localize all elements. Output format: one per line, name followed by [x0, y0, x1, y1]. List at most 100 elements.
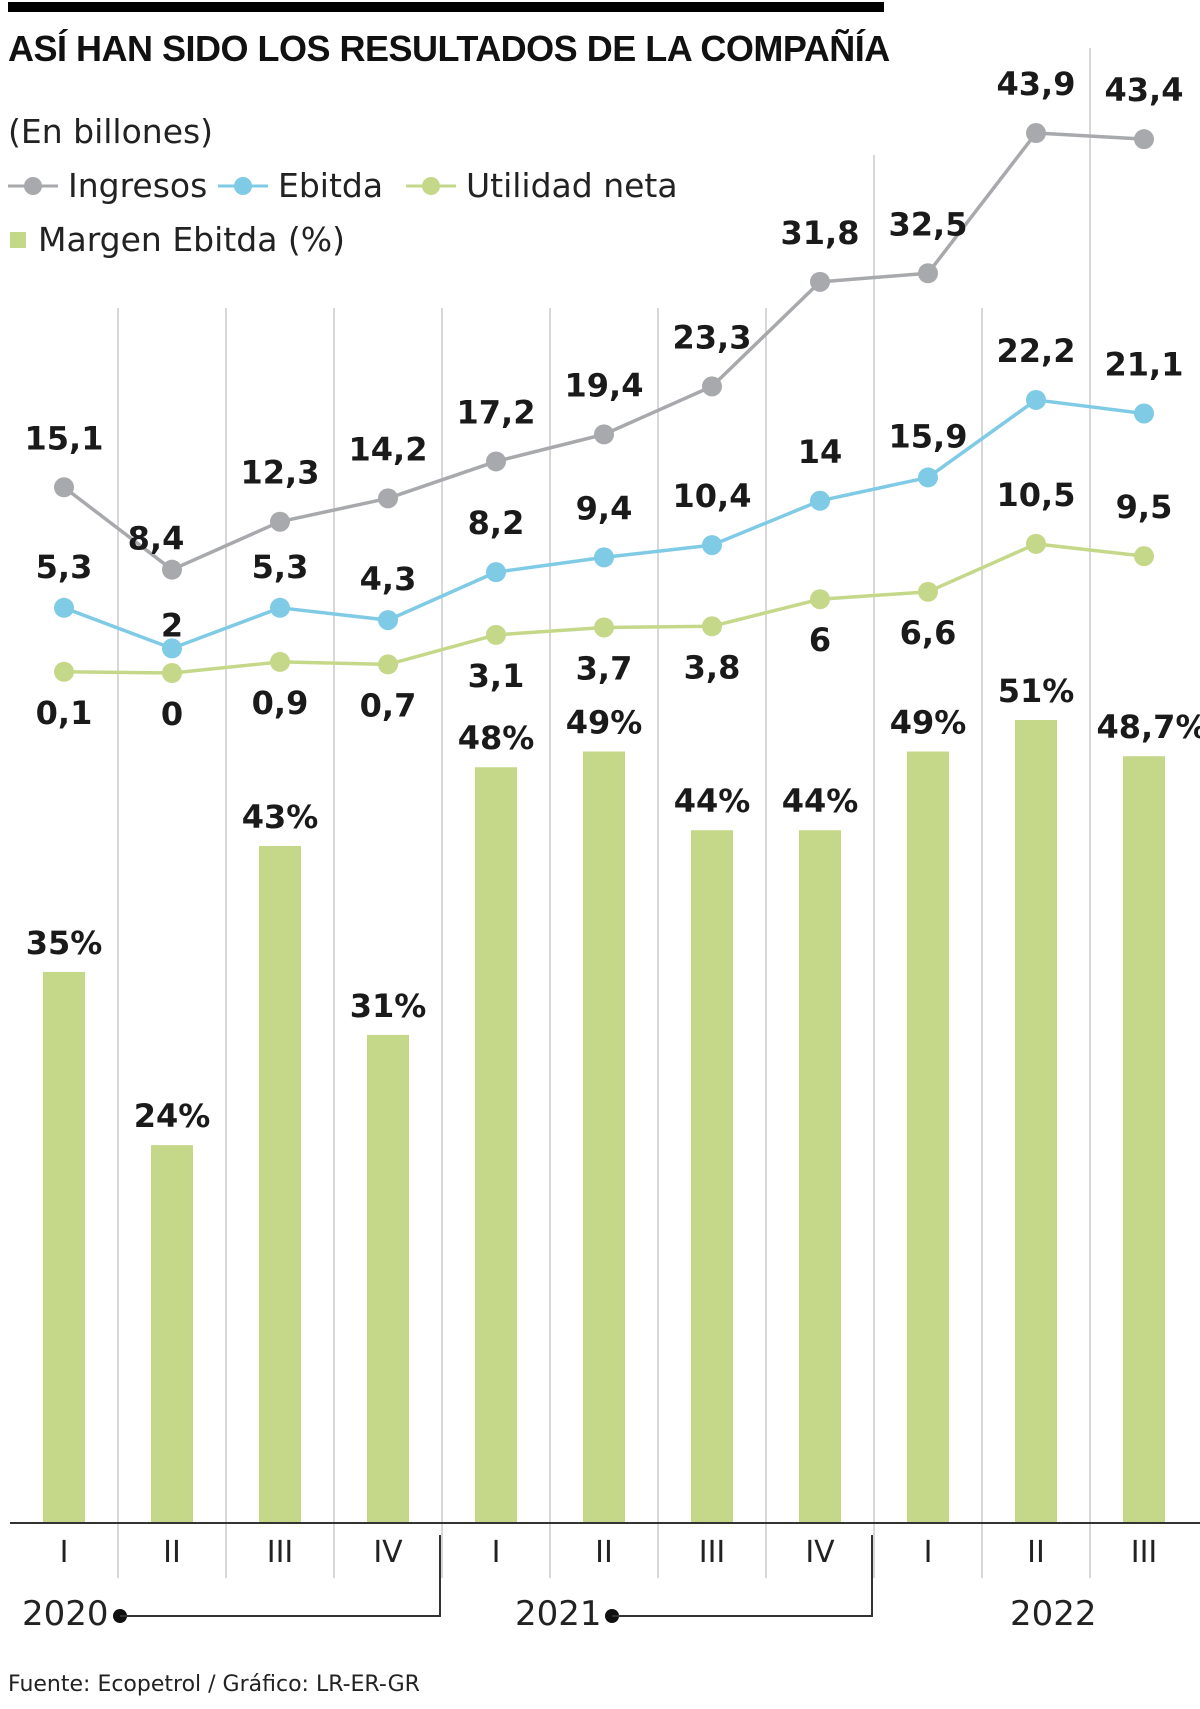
chart-subtitle: (En billones): [8, 112, 214, 151]
legend-ingresos-marker: [8, 176, 58, 195]
legend-ebitda-marker: [218, 176, 268, 195]
value-label-ebitda: 5,3: [252, 548, 309, 586]
bar-value-label: 24%: [134, 1097, 211, 1135]
point-utilidad-neta: [54, 661, 74, 682]
x-tick-label: III: [267, 1535, 294, 1570]
x-tick-label: IV: [373, 1535, 403, 1570]
value-label-utilidad-neta: 3,8: [684, 648, 741, 686]
point-ebitda: [594, 547, 614, 568]
bar-margen-ebitda: [1123, 756, 1165, 1523]
value-label-ebitda: 10,4: [673, 477, 752, 515]
legend-ingresos: Ingresos: [8, 166, 207, 205]
bar-margen-ebitda: [583, 751, 625, 1523]
line-layer: [54, 123, 1154, 683]
grid-layer: [117, 48, 1091, 1578]
bar-margen-ebitda: [151, 1145, 193, 1523]
x-tick-label: II: [163, 1535, 181, 1570]
point-ebitda: [1134, 403, 1154, 424]
point-ingresos: [1026, 123, 1046, 144]
value-label-ebitda: 14: [798, 433, 843, 471]
bar-margen-ebitda: [691, 830, 733, 1523]
point-utilidad-neta: [702, 616, 722, 637]
bar-value-label: 49%: [566, 703, 643, 741]
value-label-utilidad-neta: 9,5: [1116, 488, 1173, 526]
x-tick-label: IV: [805, 1535, 835, 1570]
bar-value-label: 48%: [458, 719, 535, 757]
year-bracket: [605, 1535, 873, 1623]
legend-ebitda-label: Ebitda: [278, 166, 384, 205]
bar-value-label: 44%: [782, 782, 859, 820]
legend-margen-marker: [10, 231, 26, 248]
value-label-ebitda: 5,3: [36, 548, 93, 586]
point-ingresos: [162, 559, 182, 580]
bar-value-label: 49%: [890, 703, 967, 741]
x-tick-label: I: [492, 1535, 501, 1570]
label-layer: 35% 24% 43% 31% 48% 49% 44% 44% 49% 51% 48,7% 15,1 8…: [25, 65, 1200, 1135]
bar-value-label: 44%: [674, 782, 751, 820]
value-label-utilidad-neta: 0,7: [360, 686, 417, 724]
value-label-ingresos: 8,4: [128, 520, 185, 558]
value-label-ingresos: 43,9: [997, 65, 1076, 103]
point-ingresos: [702, 376, 722, 397]
legend-ingresos-label: Ingresos: [68, 166, 208, 205]
source-note: Fuente: Ecopetrol / Gráfico: LR-ER-GR: [8, 1672, 420, 1697]
point-ingresos: [270, 511, 290, 532]
year-label: 2022: [1010, 1594, 1097, 1634]
point-utilidad-neta: [810, 589, 830, 610]
x-tick-label: I: [60, 1535, 69, 1570]
point-utilidad-neta: [378, 654, 398, 675]
point-utilidad-neta: [270, 651, 290, 672]
legend-margen-label: Margen Ebitda (%): [38, 220, 346, 259]
bar-value-label: 43%: [242, 798, 319, 836]
value-label-ingresos: 32,5: [889, 205, 968, 243]
value-label-utilidad-neta: 3,7: [576, 649, 633, 687]
bar-margen-ebitda: [43, 971, 85, 1523]
value-label-ebitda: 21,1: [1105, 345, 1184, 383]
year-bracket-line: [612, 1535, 873, 1617]
value-label-utilidad-neta: 0,1: [36, 694, 93, 732]
value-label-utilidad-neta: 0: [161, 695, 183, 733]
point-ebitda: [1026, 389, 1046, 410]
value-label-ingresos: 19,4: [565, 366, 644, 404]
point-ingresos: [486, 451, 506, 472]
point-utilidad-neta: [162, 663, 182, 683]
point-ebitda: [270, 597, 290, 618]
legend-utilidad-marker: [406, 176, 456, 195]
point-ebitda: [54, 597, 74, 618]
point-ingresos: [54, 477, 74, 498]
bar-value-label: 35%: [26, 924, 103, 962]
bar-layer: [43, 720, 1165, 1523]
point-ingresos: [810, 271, 830, 292]
bar-margen-ebitda: [907, 751, 949, 1523]
x-tick-label: II: [1027, 1535, 1045, 1570]
point-ingresos: [1134, 129, 1154, 150]
x-tick-label: III: [699, 1535, 726, 1570]
point-ebitda: [810, 490, 830, 511]
value-label-utilidad-neta: 3,1: [468, 657, 525, 695]
legend-utilidad: Utilidad neta: [406, 166, 678, 205]
x-tick-label: I: [924, 1535, 933, 1570]
bar-margen-ebitda: [259, 845, 301, 1523]
value-label-ebitda: 9,4: [576, 489, 633, 527]
year-label: 2021: [515, 1594, 602, 1634]
point-utilidad-neta: [1134, 546, 1154, 567]
point-ingresos: [378, 488, 398, 509]
value-label-ingresos: 17,2: [457, 393, 536, 431]
bar-value-label: 31%: [350, 987, 427, 1025]
legend-ebitda: Ebitda: [218, 166, 383, 205]
value-label-ingresos: 12,3: [241, 454, 320, 492]
bar-margen-ebitda: [799, 830, 841, 1523]
value-label-utilidad-neta: 6,6: [900, 614, 957, 652]
value-label-ebitda: 15,9: [889, 417, 968, 455]
value-label-ingresos: 23,3: [673, 318, 752, 356]
x-tick-label: II: [595, 1535, 613, 1570]
year-bracket: [113, 1535, 441, 1623]
point-ebitda: [486, 562, 506, 583]
point-utilidad-neta: [594, 617, 614, 638]
point-ebitda: [918, 467, 938, 488]
point-utilidad-neta: [918, 581, 938, 602]
legend-utilidad-label: Utilidad neta: [466, 166, 678, 205]
bar-margen-ebitda: [367, 1034, 409, 1523]
value-label-ebitda: 4,3: [360, 560, 417, 598]
